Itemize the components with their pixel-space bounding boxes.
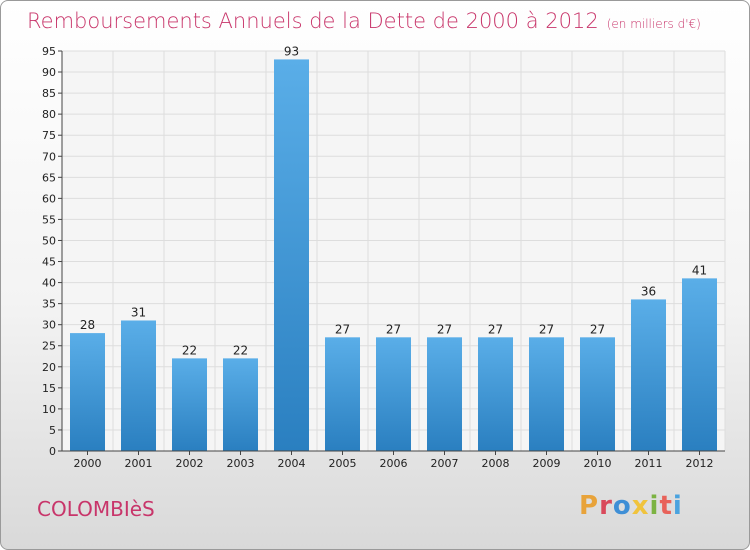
y-tick-label: 15 xyxy=(42,382,56,395)
x-tick-label-2003: 2003 xyxy=(227,457,255,470)
value-label-2000: 28 xyxy=(80,318,95,332)
value-label-2011: 36 xyxy=(641,284,656,298)
x-tick-label-2005: 2005 xyxy=(329,457,357,470)
x-tick-label-2011: 2011 xyxy=(635,457,663,470)
bar-2004 xyxy=(274,59,309,451)
x-tick-label-2002: 2002 xyxy=(176,457,204,470)
bar-2002 xyxy=(172,358,207,451)
value-label-2002: 22 xyxy=(182,343,197,357)
logo-letter: i xyxy=(672,491,683,521)
y-tick-label: 45 xyxy=(42,256,56,269)
y-tick-label: 85 xyxy=(42,87,56,100)
bar-2011 xyxy=(631,299,666,451)
logo-letter: r xyxy=(599,491,613,521)
y-tick-label: 70 xyxy=(42,150,56,163)
y-tick-label: 35 xyxy=(42,298,56,311)
y-tick-label: 75 xyxy=(42,129,56,142)
y-tick-label: 25 xyxy=(42,340,56,353)
y-tick-label: 55 xyxy=(42,213,56,226)
y-tick-label: 30 xyxy=(42,319,56,332)
value-label-2007: 27 xyxy=(437,322,452,336)
y-tick-label: 40 xyxy=(42,277,56,290)
x-tick-label-2010: 2010 xyxy=(584,457,612,470)
x-tick-label-2007: 2007 xyxy=(431,457,459,470)
chart-unit: (en milliers d'€) xyxy=(606,17,701,31)
x-tick-label-2004: 2004 xyxy=(278,457,306,470)
logo-letter: x xyxy=(631,491,650,521)
logo-letter: P xyxy=(579,491,600,521)
proxiti-logo: Proxiti xyxy=(579,491,683,521)
value-label-2005: 27 xyxy=(335,322,350,336)
value-label-2010: 27 xyxy=(590,322,605,336)
value-label-2006: 27 xyxy=(386,322,401,336)
commune-name: COLOMBIèS xyxy=(37,497,155,521)
logo-letter: i xyxy=(649,491,660,521)
bar-2001 xyxy=(121,320,156,451)
bar-2006 xyxy=(376,337,411,451)
value-label-2012: 41 xyxy=(692,263,707,277)
logo-letter: t xyxy=(659,491,673,521)
x-tick-label-2012: 2012 xyxy=(686,457,714,470)
y-tick-label: 10 xyxy=(42,403,56,416)
x-tick-label-2006: 2006 xyxy=(380,457,408,470)
bar-2000 xyxy=(70,333,105,451)
x-tick-label-2000: 2000 xyxy=(74,457,102,470)
bar-2010 xyxy=(580,337,615,451)
y-tick-label: 90 xyxy=(42,66,56,79)
y-tick-label: 60 xyxy=(42,192,56,205)
y-tick-label: 65 xyxy=(42,171,56,184)
y-tick-label: 5 xyxy=(49,424,56,437)
value-label-2008: 27 xyxy=(488,322,503,336)
y-tick-label: 50 xyxy=(42,234,56,247)
y-tick-label: 95 xyxy=(42,45,56,58)
x-tick-label-2008: 2008 xyxy=(482,457,510,470)
value-label-2001: 31 xyxy=(131,305,146,319)
value-label-2009: 27 xyxy=(539,322,554,336)
value-label-2004: 93 xyxy=(284,44,299,58)
bar-2005 xyxy=(325,337,360,451)
chart-title: Remboursements Annuels de la Dette de 20… xyxy=(27,9,701,33)
bar-2012 xyxy=(682,278,717,451)
x-tick-label-2009: 2009 xyxy=(533,457,561,470)
bar-2003 xyxy=(223,358,258,451)
bar-2007 xyxy=(427,337,462,451)
y-tick-label: 20 xyxy=(42,361,56,374)
bar-2008 xyxy=(478,337,513,451)
y-tick-label: 0 xyxy=(49,445,56,458)
chart-title-text: Remboursements Annuels de la Dette de 20… xyxy=(27,9,599,33)
bar-2009 xyxy=(529,337,564,451)
logo-letter: o xyxy=(612,491,632,521)
value-label-2003: 22 xyxy=(233,343,248,357)
y-tick-label: 80 xyxy=(42,108,56,121)
x-tick-label-2001: 2001 xyxy=(125,457,153,470)
